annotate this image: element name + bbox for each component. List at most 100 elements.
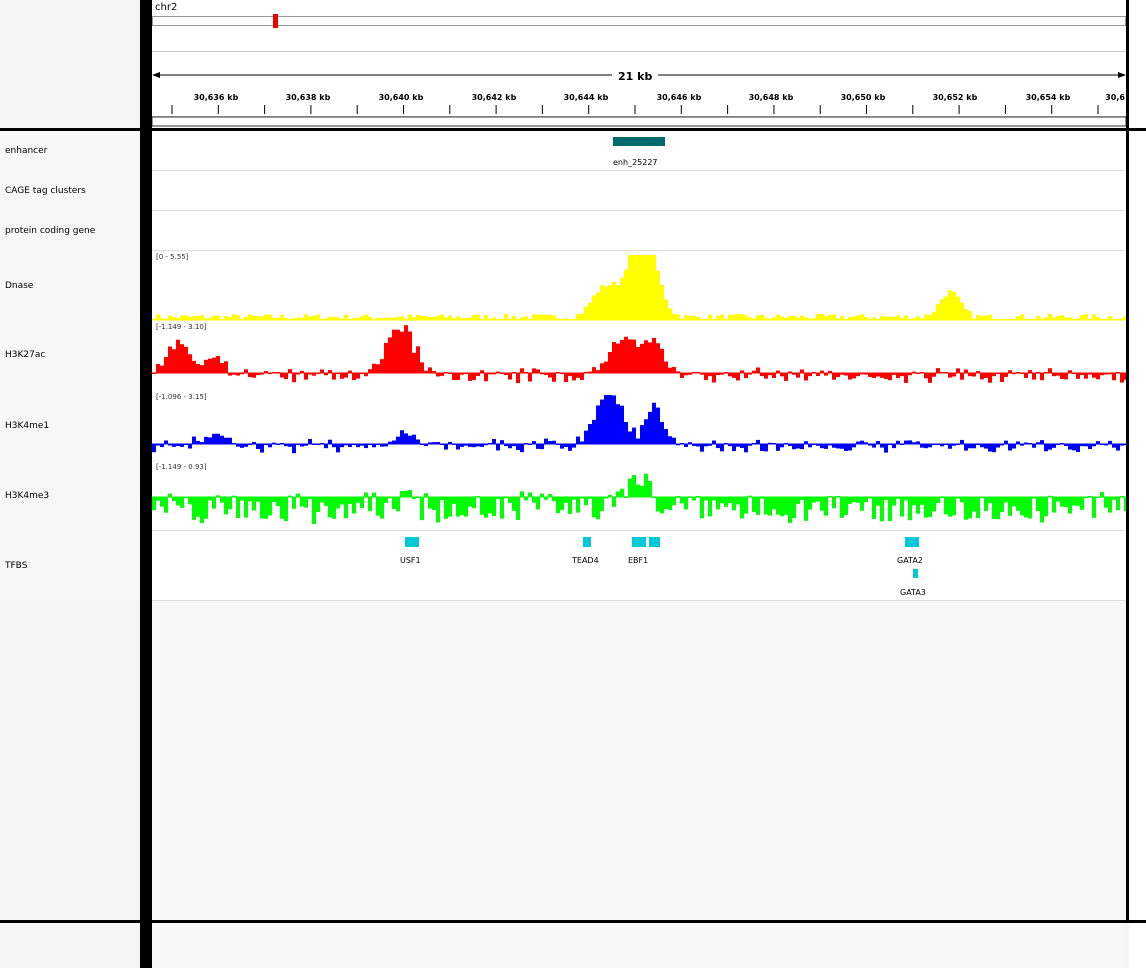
signal-bar [584,306,588,320]
signal-bar [848,444,852,451]
signal-bar [656,270,660,320]
tfbs-feature-ebf1[interactable] [632,537,646,547]
h3k4me3-signal-track[interactable] [152,461,1126,531]
signal-bar [860,314,864,320]
ruler[interactable] [152,66,1126,128]
track-label-cage[interactable]: CAGE tag clusters [5,186,86,196]
signal-bar [492,439,496,444]
ruler-tick-label: 30,640 kb [378,93,424,102]
signal-bar [472,315,476,320]
tfbs-feature-usf1[interactable] [405,537,419,547]
signal-bar [644,255,648,320]
signal-bar [896,440,900,444]
signal-bar [720,444,724,452]
signal-bar [188,316,192,320]
signal-bar [636,255,640,320]
signal-bar [216,495,220,497]
signal-bar [176,444,180,446]
ideogram-region-marker[interactable] [273,14,278,28]
signal-bar [416,314,420,320]
signal-bar [944,444,948,446]
signal-bar [1060,315,1064,320]
signal-bar [956,368,960,373]
track-label-gene[interactable]: protein coding gene [5,226,96,236]
signal-bar [388,497,392,499]
track-label-enhancer[interactable]: enhancer [5,146,48,156]
panel-divider-vertical[interactable] [140,0,152,968]
signal-bar [300,370,304,373]
signal-bar [168,315,172,320]
signal-bar [408,490,412,497]
signal-bar [976,497,980,519]
signal-bar [476,444,480,447]
signal-bar [716,315,720,320]
signal-bar [516,497,520,521]
tfbs-feature-tead4[interactable] [583,537,591,547]
signal-bar [156,497,160,501]
signal-bar [484,444,488,446]
tfbs-feature-ebf1-2[interactable] [649,537,660,547]
signal-bar [1024,442,1028,444]
chromosome-ideogram[interactable] [152,16,1126,26]
signal-bar [744,315,748,320]
signal-bar [228,497,232,510]
panel-divider-header[interactable] [0,128,1146,131]
dnase-signal-track[interactable] [152,251,1126,321]
signal-bar [852,444,856,448]
signal-bar [256,316,260,320]
signal-bar [904,497,908,501]
signal-bar [348,370,352,373]
signal-bar [560,444,564,449]
signal-bar [836,444,840,449]
signal-bar [304,373,308,380]
signal-bar [360,497,364,508]
track-separator [152,210,1126,211]
signal-bar [592,497,596,518]
h3k27ac-signal-track[interactable] [152,321,1126,391]
track-label-h3k27ac[interactable]: H3K27ac [5,350,46,360]
signal-bar [820,314,824,320]
tfbs-feature-gata3[interactable] [913,569,918,578]
signal-bar [308,316,312,320]
signal-bar [424,316,428,320]
tfbs-feature-gata2[interactable] [905,537,919,547]
signal-bar [888,497,892,521]
ruler-tick-label: 30,652 kb [932,93,978,102]
signal-bar [180,444,184,447]
signal-bar [1032,373,1036,380]
ruler-tick-label: 30,654 kb [1025,93,1071,102]
signal-bar [316,444,320,446]
signal-bar [268,314,272,320]
signal-bar [516,444,520,451]
signal-bar [928,373,932,383]
track-label-h3k4me3[interactable]: H3K4me3 [5,491,50,501]
track-label-dnase[interactable]: Dnase [5,281,34,291]
signal-bar [504,444,508,447]
signal-bar [920,444,924,448]
signal-bar [172,316,176,320]
signal-bar [168,346,172,373]
signal-bar [412,317,416,320]
signal-bar [588,302,592,320]
panel-divider-bottom[interactable] [0,920,1146,923]
signal-bar [464,497,468,517]
track-label-h3k4me1[interactable]: H3K4me1 [5,421,50,431]
signal-bar [252,497,256,511]
signal-bar [332,444,336,448]
signal-bar [600,284,604,320]
signal-bar [1008,444,1012,451]
signal-bar [572,444,576,448]
enhancer-feature[interactable] [613,137,665,146]
signal-bar [248,497,252,502]
signal-bar [340,444,344,448]
signal-bar [744,497,748,514]
track-label-tfbs[interactable]: TFBS [5,561,28,571]
signal-bar [628,339,632,373]
signal-bar [240,444,244,448]
signal-bar [648,255,652,320]
signal-bar [436,497,440,523]
ruler-bar [152,116,1126,127]
h3k27ac-data-range: [-1.149 - 3.10] [156,323,207,331]
signal-bar [160,365,164,373]
h3k4me1-signal-track[interactable] [152,391,1126,461]
